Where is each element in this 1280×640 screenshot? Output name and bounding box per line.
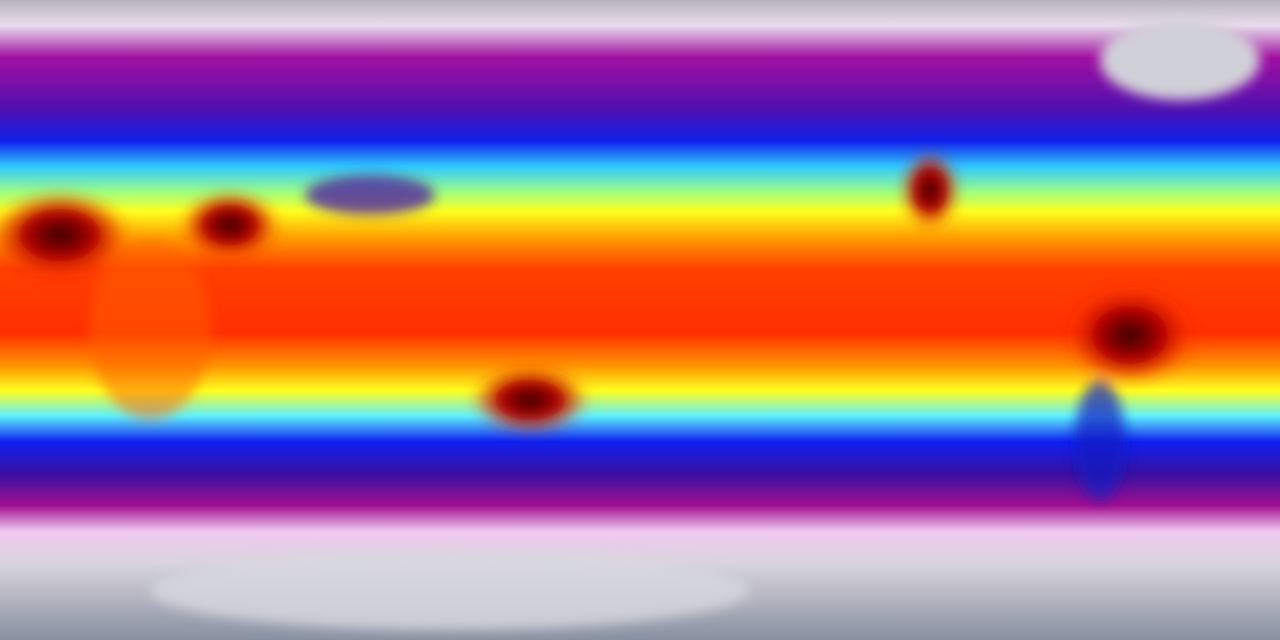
mexico-hotspot bbox=[900, 150, 960, 230]
south-america-hotspot bbox=[1065, 285, 1195, 385]
australia-hotspot bbox=[470, 365, 590, 435]
andes-cold bbox=[1075, 380, 1125, 500]
sahara-hotspot bbox=[0, 190, 130, 280]
greenland bbox=[1100, 20, 1260, 100]
arabia-hotspot bbox=[180, 190, 280, 260]
land-features bbox=[0, 20, 1260, 630]
africa-south bbox=[90, 240, 210, 420]
tibet-cold bbox=[305, 175, 435, 215]
antarctica bbox=[150, 550, 750, 630]
